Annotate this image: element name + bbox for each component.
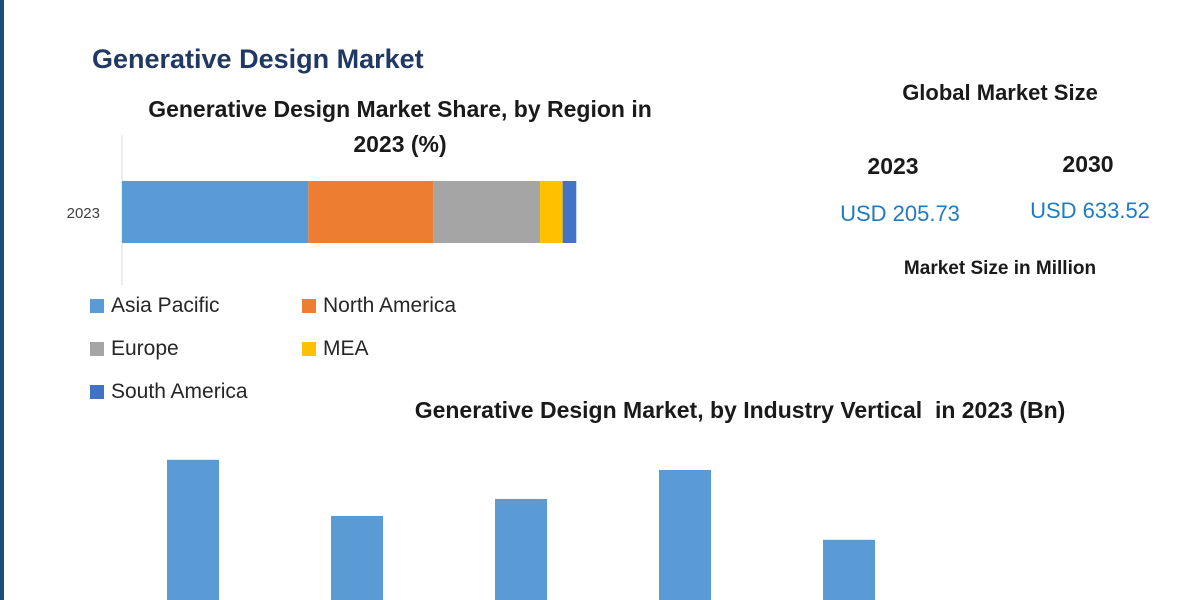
legend-swatch xyxy=(302,341,316,356)
region-share-chart: 2023 xyxy=(67,135,577,285)
legend-label: North America xyxy=(323,293,457,317)
vertical-bar-3 xyxy=(495,498,547,600)
vertical-bar-5 xyxy=(823,539,875,600)
legend-item-asia-pacific: Asia Pacific xyxy=(90,284,302,327)
region-category-label: 2023 xyxy=(67,205,100,222)
value-2023: USD 205.73 xyxy=(840,201,960,226)
region-bar-segment-north-america xyxy=(308,181,434,243)
region-bar-segment-south-america xyxy=(562,181,577,243)
vertical-bar-1 xyxy=(167,459,219,600)
vertical-bar-4 xyxy=(659,470,711,600)
legend-item-south-america: South America xyxy=(90,370,302,413)
region-bar-segment-asia-pacific xyxy=(122,181,309,243)
vertical-bar-2 xyxy=(331,515,383,600)
legend-label: MEA xyxy=(323,336,369,360)
page-title: Generative Design Market xyxy=(92,44,424,74)
frame-border xyxy=(0,0,4,600)
legend-item-mea: MEA xyxy=(302,327,514,370)
legend-item-europe: Europe xyxy=(90,327,302,370)
global-market-title: Global Market Size xyxy=(902,80,1098,105)
region-bar-segment-mea xyxy=(539,181,563,243)
legend-item-north-america: North America xyxy=(302,284,514,327)
legend-swatch xyxy=(90,341,104,356)
legend-swatch xyxy=(90,384,104,399)
legend-label: South America xyxy=(111,379,248,403)
legend-label: Europe xyxy=(111,336,179,360)
region-legend: Asia Pacific North America Europe MEA South … xyxy=(90,284,650,413)
year-2023-label: 2023 xyxy=(867,153,919,179)
vertical-chart-title: Generative Design Market, by Industry Ve… xyxy=(414,397,1066,423)
region-chart-title: Generative Design Market Share, by Regio… xyxy=(148,96,652,157)
year-2030-label: 2030 xyxy=(1062,151,1114,177)
region-bar-segment-europe xyxy=(433,181,540,243)
market-size-unit-note: Market Size in Million xyxy=(903,258,1097,279)
legend-swatch xyxy=(302,298,316,313)
legend-label: Asia Pacific xyxy=(111,293,220,317)
legend-swatch xyxy=(90,298,104,313)
value-2030: USD 633.52 xyxy=(1030,198,1150,223)
industry-vertical-chart xyxy=(167,459,875,600)
